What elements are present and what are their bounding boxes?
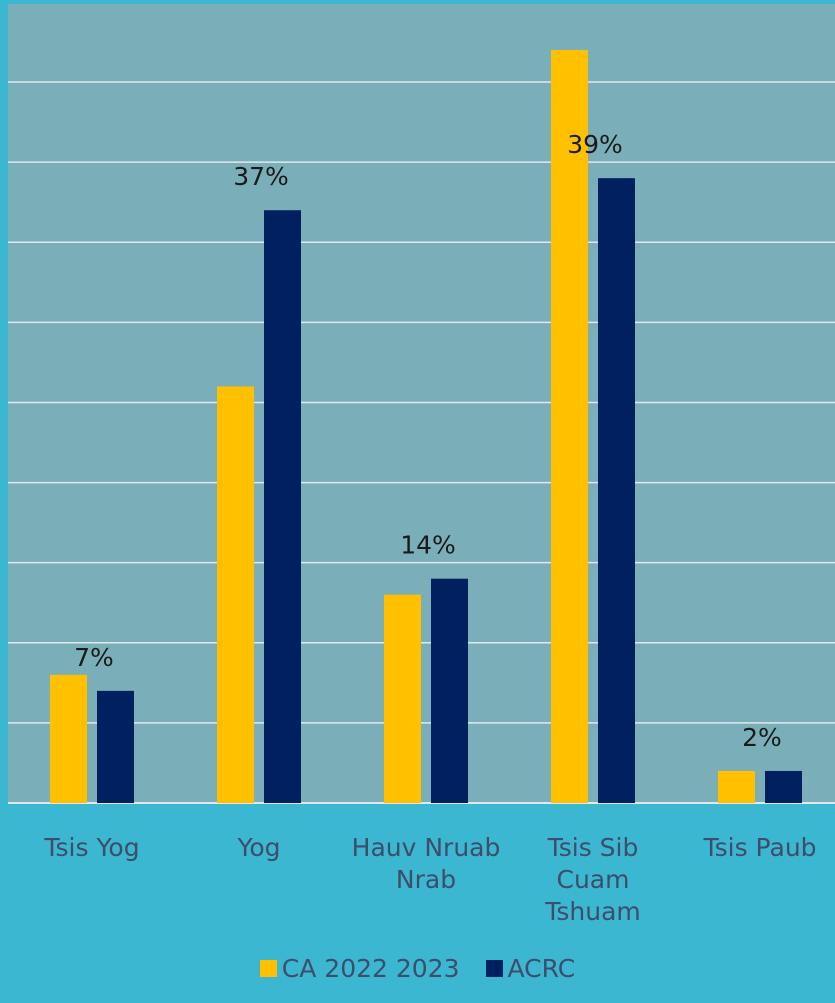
gridlines — [8, 81, 835, 804]
bars — [50, 50, 802, 803]
data-label-2: 14% — [400, 531, 456, 560]
legend-label-acrc: ACRC — [507, 954, 576, 983]
legend-item-ca: CA 2022 2023 — [259, 954, 460, 983]
bar-acrc-1 — [264, 210, 301, 803]
legend-swatch-ca — [259, 960, 277, 977]
data-label-0: 7% — [74, 643, 114, 672]
bar-ca-0 — [50, 674, 87, 803]
data-label-4: 2% — [742, 723, 782, 752]
bar-acrc-4 — [765, 770, 802, 803]
data-label-3: 39% — [567, 130, 623, 159]
bar-ca-4 — [718, 770, 755, 803]
bar-acrc-2 — [431, 578, 468, 803]
bar-ca-2 — [384, 594, 421, 803]
x-tick-label-4: Tsis Paub — [703, 833, 817, 862]
legend-label-ca: CA 2022 2023 — [281, 954, 460, 983]
bar-ca-3 — [551, 50, 588, 803]
bar-ca-1 — [217, 386, 254, 803]
x-tick-label-0: Tsis Yog — [44, 833, 140, 862]
data-labels: 7% 37% 14% 39% 2% — [74, 130, 782, 752]
x-tick-label-1: Yog — [237, 833, 281, 862]
bar-acrc-0 — [97, 690, 134, 803]
data-label-1: 37% — [233, 162, 289, 191]
x-tick-label-3: Tsis Sib Cuam Tshuam — [545, 833, 641, 926]
bar-acrc-3 — [598, 178, 635, 803]
legend: CA 2022 2023 ACRC — [0, 954, 835, 983]
legend-swatch-acrc — [485, 960, 503, 977]
x-tick-label-2: Hauv Nruab Nrab — [351, 833, 501, 894]
legend-item-acrc: ACRC — [485, 954, 576, 983]
plot-area — [8, 4, 835, 803]
